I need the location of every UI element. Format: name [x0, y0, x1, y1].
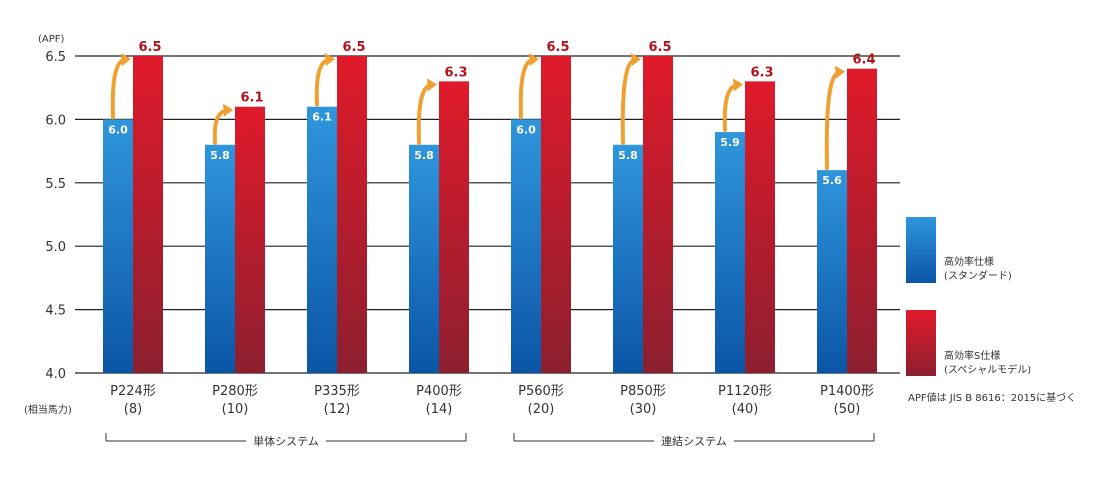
category-label: P224形 [110, 384, 156, 399]
group-label: 連結システム [661, 434, 727, 448]
data-label-special: 6.5 [138, 40, 161, 55]
arrow-head [835, 65, 845, 79]
category-label: P1400形 [820, 384, 874, 399]
bar-special [643, 56, 673, 373]
data-label-standard: 6.1 [312, 111, 332, 124]
arrow-shaft [722, 83, 739, 133]
category-sublabel: (40) [732, 402, 759, 417]
category-sublabel: (12) [324, 402, 351, 417]
category-label: P850形 [620, 384, 666, 399]
data-label-special: 6.3 [444, 65, 467, 80]
arrow-shaft [110, 58, 127, 120]
legend-label-special-1: 高効率S仕様 [944, 349, 1000, 362]
data-label-special: 6.5 [648, 40, 671, 55]
bar-special [337, 56, 367, 373]
legend-label-standard-2: (スタンダード) [944, 269, 1012, 282]
data-label-standard: 5.8 [618, 149, 638, 162]
category-label: P280形 [212, 384, 258, 399]
group-label: 単体システム [253, 434, 319, 448]
data-label-standard: 5.8 [210, 149, 230, 162]
bar-standard [511, 119, 541, 374]
legend-swatch-special [906, 310, 936, 376]
data-label-special: 6.5 [546, 40, 569, 55]
bar-standard [613, 144, 643, 373]
category-label: P1120形 [718, 384, 772, 399]
category-sublabel: (20) [528, 402, 555, 417]
bar-standard [715, 132, 745, 373]
bar-special [847, 68, 877, 374]
arrow-shaft [620, 58, 637, 145]
arrow-shaft [314, 58, 331, 107]
bar-special [439, 81, 469, 374]
legend-label-special-2: (スペシャルモデル) [944, 363, 1031, 376]
data-labels: 6.0 6.5 5.8 6.1 6.1 6.5 5.8 6.3 6.0 6.5 5.8 6.5 5.9 6… [108, 40, 875, 187]
data-label-standard: 5.6 [822, 174, 842, 187]
category-sublabel: (50) [834, 402, 861, 417]
y-tick-label: 6.0 [45, 113, 66, 128]
data-label-special: 6.5 [342, 40, 365, 55]
bar-standard [103, 119, 133, 374]
arrow-shaft [518, 58, 535, 120]
arrow-head [529, 53, 539, 66]
gridlines [75, 55, 900, 374]
data-label-standard: 5.8 [414, 149, 434, 162]
footnote: APF値は JIS B 8616：2015に基づく [908, 391, 1076, 404]
bar-standard [307, 106, 337, 373]
category-label: P560形 [518, 384, 564, 399]
bars [103, 56, 877, 374]
data-label-standard: 6.0 [516, 123, 536, 136]
y-tick-label: 4.5 [45, 304, 66, 319]
bar-standard [205, 144, 235, 373]
y-tick-label: 5.0 [45, 240, 66, 255]
arrow-head [121, 53, 131, 66]
bar-special [235, 106, 265, 373]
improvement-arrows [110, 53, 845, 171]
arrow-head [325, 53, 335, 66]
category-sublabel: (10) [222, 402, 249, 417]
group-brackets: 単体システム 連結システム [105, 433, 875, 448]
legend-swatch-standard [906, 217, 936, 283]
y-tick-label: 4.0 [45, 367, 66, 382]
y-tick-label: 6.5 [45, 50, 66, 65]
legend: 高効率仕様 (スタンダード) 高効率S仕様 (スペシャルモデル) [906, 217, 1031, 376]
y-axis-label: (APF) [38, 34, 65, 45]
arrow-head [427, 78, 437, 92]
bar-standard [409, 144, 439, 373]
category-label: P400形 [416, 384, 462, 399]
category-label: P335形 [314, 384, 360, 399]
arrow-shaft [824, 70, 841, 171]
category-sublabel: (14) [426, 402, 453, 417]
bar-special [745, 81, 775, 374]
bar-special [133, 56, 163, 373]
data-label-special: 6.3 [750, 65, 773, 80]
sublabel-caption: (相当馬力) [24, 403, 72, 416]
bar-special [541, 56, 571, 373]
arrow-shaft [416, 83, 433, 145]
data-label-special: 6.1 [240, 91, 263, 106]
y-tick-label: 5.5 [45, 177, 66, 192]
category-labels: P224形 (8) P280形 (10) P335形 (12) P400形 (14) P560形… [110, 384, 874, 417]
data-label-standard: 5.9 [720, 136, 740, 149]
y-tick-labels: 4.0 4.5 5.0 5.5 6.0 6.5 [45, 50, 66, 382]
arrow-head [733, 78, 743, 92]
data-label-special: 6.4 [852, 53, 875, 68]
data-label-standard: 6.0 [108, 123, 128, 136]
category-sublabel: (30) [630, 402, 657, 417]
bar-standard [817, 170, 847, 373]
legend-label-standard-1: 高効率仕様 [944, 255, 994, 268]
arrow-head [631, 53, 641, 66]
category-sublabel: (8) [124, 402, 142, 417]
arrow-head [223, 103, 233, 117]
